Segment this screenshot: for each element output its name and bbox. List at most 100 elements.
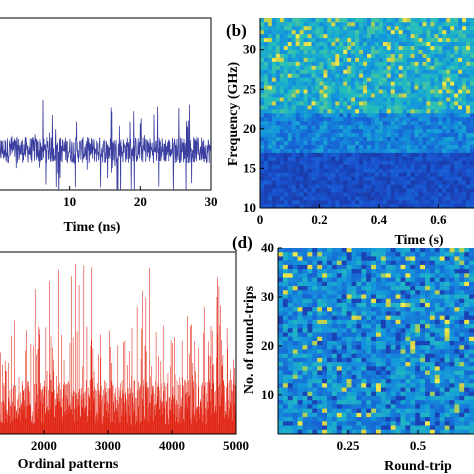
panel-d-heatmap-cell-83 — [292, 256, 298, 261]
panel-c-bar-268 — [104, 394, 106, 434]
panel-b-heatmap-cell-768 — [307, 148, 312, 153]
panel-b-heatmap-cell-1641 — [343, 85, 348, 90]
panel-b-heatmap-cell-75 — [343, 200, 348, 205]
panel-b-heatmap-cell-217 — [263, 188, 269, 193]
panel-b-heatmap-cell-1631 — [303, 85, 308, 90]
panel-d-heatmap-cell-963 — [292, 349, 298, 354]
panel-d-heatmap-cell-1141 — [380, 366, 387, 371]
panel-b-heatmap-cell-210 — [450, 192, 455, 197]
panel-b-heatmap-cell-597 — [271, 160, 277, 165]
panel-b-heatmap-cell-896 — [386, 140, 392, 145]
panel-b-heatmap-cell-2211 — [462, 45, 467, 50]
panel-b-heatmap-cell-253 — [406, 188, 411, 193]
panel-d-heatmap-cell-1030 — [425, 353, 431, 359]
panel-d-heatmap-cell-346 — [405, 281, 411, 287]
panel-b-heatmap-cell-2410 — [394, 29, 399, 35]
panel-d-heatmap-cell-1396 — [454, 391, 460, 397]
panel-d-heatmap-cell-1228 — [415, 374, 421, 380]
panel-b-heatmap-cell-622 — [370, 160, 376, 165]
panel-d-heatmap-cell-1225 — [400, 374, 406, 380]
panel-c-bar-106 — [40, 422, 42, 434]
panel-b-heatmap-cell-10 — [299, 204, 304, 208]
panel-b-heatmap-cell-1464 — [283, 97, 289, 102]
panel-d-heatmap-cell-664 — [395, 315, 401, 321]
panel-b-heatmap-cell-1542 — [378, 93, 384, 98]
panel-b-heatmap-cell-2290 — [347, 37, 352, 43]
panel-d-heatmap-cell-742 — [385, 324, 391, 329]
panel-b-heatmap-cell-1602 — [402, 89, 407, 94]
panel-d-heatmap-cell-1178 — [366, 370, 372, 376]
panel-d-heatmap-cell-563 — [292, 307, 298, 312]
panel-b-heatmap-cell-1790 — [291, 73, 296, 78]
panel-b-heatmap-cell-1736 — [291, 77, 296, 82]
panel-b-heatmap-cell-2223 — [295, 41, 300, 47]
panel-b-heatmap-cell-377 — [470, 180, 474, 185]
panel-d-heatmap-cell-1246 — [307, 379, 313, 384]
panel-d-heatmap-cell-1380 — [376, 391, 382, 397]
panel-b-heatmap-cell-2517 — [390, 21, 396, 27]
panel-b-heatmap-cell-1187 — [470, 120, 474, 126]
panel-d-heatmap-cell-870 — [425, 336, 431, 342]
panel-d-heatmap-cell-207 — [312, 269, 318, 274]
panel-b-heatmap-cell-229 — [311, 188, 316, 193]
panel-b-heatmap-cell-793 — [406, 148, 411, 153]
panel-b-heatmap-cell-294 — [355, 184, 360, 189]
panel-b-heatmap-cell-709 — [287, 152, 292, 157]
panel-d-heatmap-cell-444 — [297, 294, 303, 300]
panel-b-heatmap-cell-270 — [260, 184, 265, 189]
panel-d-heatmap-cell-709 — [420, 319, 426, 325]
panel-b-heatmap-cell-1130 — [458, 124, 463, 130]
panel-b-heatmap-cell-501 — [319, 168, 324, 173]
panel-b-heatmap-cell-372 — [450, 180, 455, 185]
panel-b-heatmap-cell-2228 — [315, 41, 320, 47]
panel-b-heatmap-cell-2514 — [378, 21, 384, 27]
panel-b-heatmap-cell-2483 — [470, 25, 474, 31]
panel-c-bar-117 — [45, 413, 46, 434]
panel-d-heatmap-cell-1519 — [469, 404, 474, 409]
panel-b-heatmap-cell-2463 — [390, 25, 396, 31]
panel-b-heatmap-cell-767 — [303, 148, 308, 153]
panel-b-heatmap-cell-627 — [390, 160, 396, 165]
panel-b-heatmap-cell-2504 — [339, 21, 344, 27]
panel-b-heatmap-cell-2136 — [378, 49, 384, 54]
panel-b-heatmap-cell-317 — [446, 184, 451, 189]
panel-d-heatmap-cell-1209 — [322, 374, 328, 380]
panel-b-heatmap-cell-1990 — [442, 61, 447, 66]
panel-d-heatmap-cell-192 — [434, 264, 440, 270]
panel-b-heatmap-cell-2548 — [299, 18, 304, 23]
panel-b-heatmap-cell-2063 — [303, 53, 308, 58]
panel-b-heatmap-cell-1420 — [323, 101, 328, 106]
panel-d-heatmap-cell-259 — [371, 273, 377, 278]
panel-d-heatmap-cell-172 — [336, 264, 342, 270]
panel-b-heatmap-cell-1319 — [351, 109, 356, 114]
panel-d-heatmap-cell-648 — [317, 315, 323, 321]
panel-d-heatmap-cell-1612 — [336, 417, 342, 422]
panel-b-heatmap-cell-1748 — [339, 77, 344, 82]
panel-d-heatmap-cell-1165 — [302, 370, 308, 376]
panel-b-heatmap-cell-1575 — [295, 89, 300, 94]
panel-d-heatmap-cell-802 — [287, 332, 293, 338]
panel-d-heatmap-cell-1705 — [400, 425, 406, 431]
panel-c-bar-140 — [54, 416, 55, 434]
panel-c-bar-56 — [21, 402, 22, 434]
panel-d-heatmap-cell-1077 — [459, 357, 465, 363]
panel-d-heatmap-cell-219 — [371, 269, 377, 274]
panel-d-heatmap-cell-1057 — [361, 357, 367, 363]
panel-b-heatmap-cell-816 — [283, 144, 289, 149]
panel-b-heatmap-cell-652 — [275, 156, 281, 161]
panel-d-heatmap-cell-1179 — [371, 370, 377, 376]
panel-d-heatmap-cell-900 — [376, 341, 382, 346]
panel-b-heatmap-cell-883 — [335, 140, 340, 145]
panel-c-bar-147 — [57, 398, 58, 434]
panel-d-heatmap-cell-1107 — [410, 362, 416, 367]
panel-d-heatmap-cell-888 — [317, 341, 323, 346]
panel-b-heatmap-cell-465 — [390, 172, 396, 177]
panel-b-heatmap-cell-2140 — [394, 49, 399, 54]
panel-b-heatmap-cell-2499 — [319, 21, 324, 27]
panel-b-heatmap-cell-2568 — [378, 18, 384, 23]
panel-b-heatmap-cell-376 — [466, 180, 471, 185]
panel-d-heatmap-cell-882 — [287, 341, 293, 346]
panel-b-heatmap-cell-1349 — [470, 109, 474, 114]
panel-b-heatmap-cell-538 — [466, 168, 471, 173]
panel-b-heatmap-cell-2355 — [390, 33, 396, 39]
